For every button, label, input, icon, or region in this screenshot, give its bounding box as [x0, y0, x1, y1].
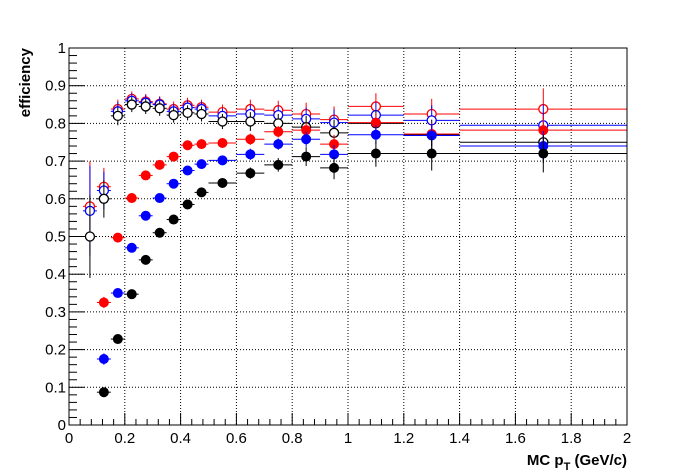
data-point — [196, 159, 207, 170]
y-tick-label: 0.8 — [45, 115, 66, 132]
data-point — [168, 214, 179, 225]
y-tick-label: 1 — [58, 40, 66, 57]
data-point — [301, 151, 312, 162]
y-tick-labels: 0 0.1 0.2 0.3 0.4 0.5 0.6 0.7 0.8 0.9 1 — [45, 40, 66, 434]
data-point — [182, 140, 193, 151]
y-tick-label: 0.5 — [45, 229, 66, 246]
y-tick-label: 0.3 — [45, 304, 66, 321]
data-point — [168, 109, 179, 121]
x-tick-labels: 0 0.2 0.4 0.6 0.8 1 1.2 1.4 1.6 1.8 2 — [65, 430, 631, 447]
data-point — [182, 165, 193, 176]
data-point — [154, 227, 165, 238]
x-tick-label: 0.2 — [114, 430, 135, 447]
data-point — [98, 354, 109, 365]
x-tick-label: 1.6 — [505, 430, 526, 447]
data-point — [98, 297, 109, 308]
data-point — [140, 170, 151, 181]
grid-lines — [69, 48, 627, 425]
y-tick-label: 0.9 — [45, 78, 66, 95]
x-tick-label: 1 — [344, 430, 352, 447]
data-point — [182, 199, 193, 210]
data-point — [112, 334, 123, 345]
data-point — [112, 110, 123, 122]
data-point — [245, 116, 256, 127]
data-point — [273, 139, 284, 150]
x-axis-title-unit: (GeV/c) — [570, 452, 627, 469]
x-axis-title-subscript: T — [564, 461, 571, 472]
x-tick-label: 1.2 — [393, 430, 414, 447]
x-tick-label: 0.6 — [226, 430, 247, 447]
data-point — [154, 103, 165, 114]
y-tick-label: 0.2 — [45, 342, 66, 359]
series-4-filled — [96, 124, 627, 365]
data-point — [217, 155, 228, 166]
data-point — [84, 231, 96, 242]
data-point — [126, 99, 137, 110]
data-point — [182, 107, 193, 118]
data-point — [154, 159, 165, 170]
data-point — [154, 193, 165, 204]
x-tick-label: 0.8 — [282, 430, 303, 447]
data-point — [538, 148, 549, 159]
data-point — [196, 187, 207, 198]
data-point — [245, 134, 256, 145]
data-point — [217, 138, 228, 149]
x-tick-label: 1.4 — [449, 430, 470, 447]
data-point — [196, 108, 207, 120]
data-point — [217, 177, 228, 188]
data-point — [140, 254, 151, 265]
y-axis-title: efficiency — [17, 47, 34, 117]
x-axis-title: MC pT (GeV/c) — [527, 452, 627, 472]
y-tick-label: 0.4 — [45, 266, 66, 283]
data-point — [98, 193, 110, 204]
data-point — [217, 116, 228, 127]
plot-frame — [68, 47, 628, 426]
data-point — [126, 242, 137, 253]
data-point — [126, 193, 137, 204]
data-point — [329, 162, 340, 173]
data-point — [126, 289, 137, 300]
y-tick-label: 0.7 — [45, 153, 66, 170]
data-point — [98, 387, 109, 398]
x-axis-title-main: MC p — [527, 452, 564, 469]
data-point — [245, 149, 256, 160]
data-point — [245, 168, 256, 179]
data-series — [82, 88, 627, 398]
x-tick-label: 0.4 — [170, 430, 191, 447]
y-tick-label: 0 — [58, 417, 66, 434]
y-tick-label: 0.1 — [45, 379, 66, 396]
x-tick-label: 1.8 — [561, 430, 582, 447]
data-point — [273, 126, 284, 137]
y-tick-label: 0.6 — [45, 191, 66, 208]
data-point — [426, 148, 437, 159]
x-tick-label: 0 — [65, 430, 73, 447]
x-tick-label: 2 — [623, 430, 631, 447]
data-point — [140, 210, 151, 221]
data-point — [112, 232, 123, 243]
data-point — [140, 101, 151, 112]
data-point — [273, 159, 284, 170]
data-point — [370, 148, 381, 159]
data-point — [112, 288, 123, 299]
data-point — [168, 178, 179, 189]
data-point — [370, 129, 381, 140]
data-point — [196, 139, 207, 150]
data-point — [301, 134, 312, 145]
data-point — [168, 151, 179, 162]
series-5-filled — [96, 134, 627, 398]
